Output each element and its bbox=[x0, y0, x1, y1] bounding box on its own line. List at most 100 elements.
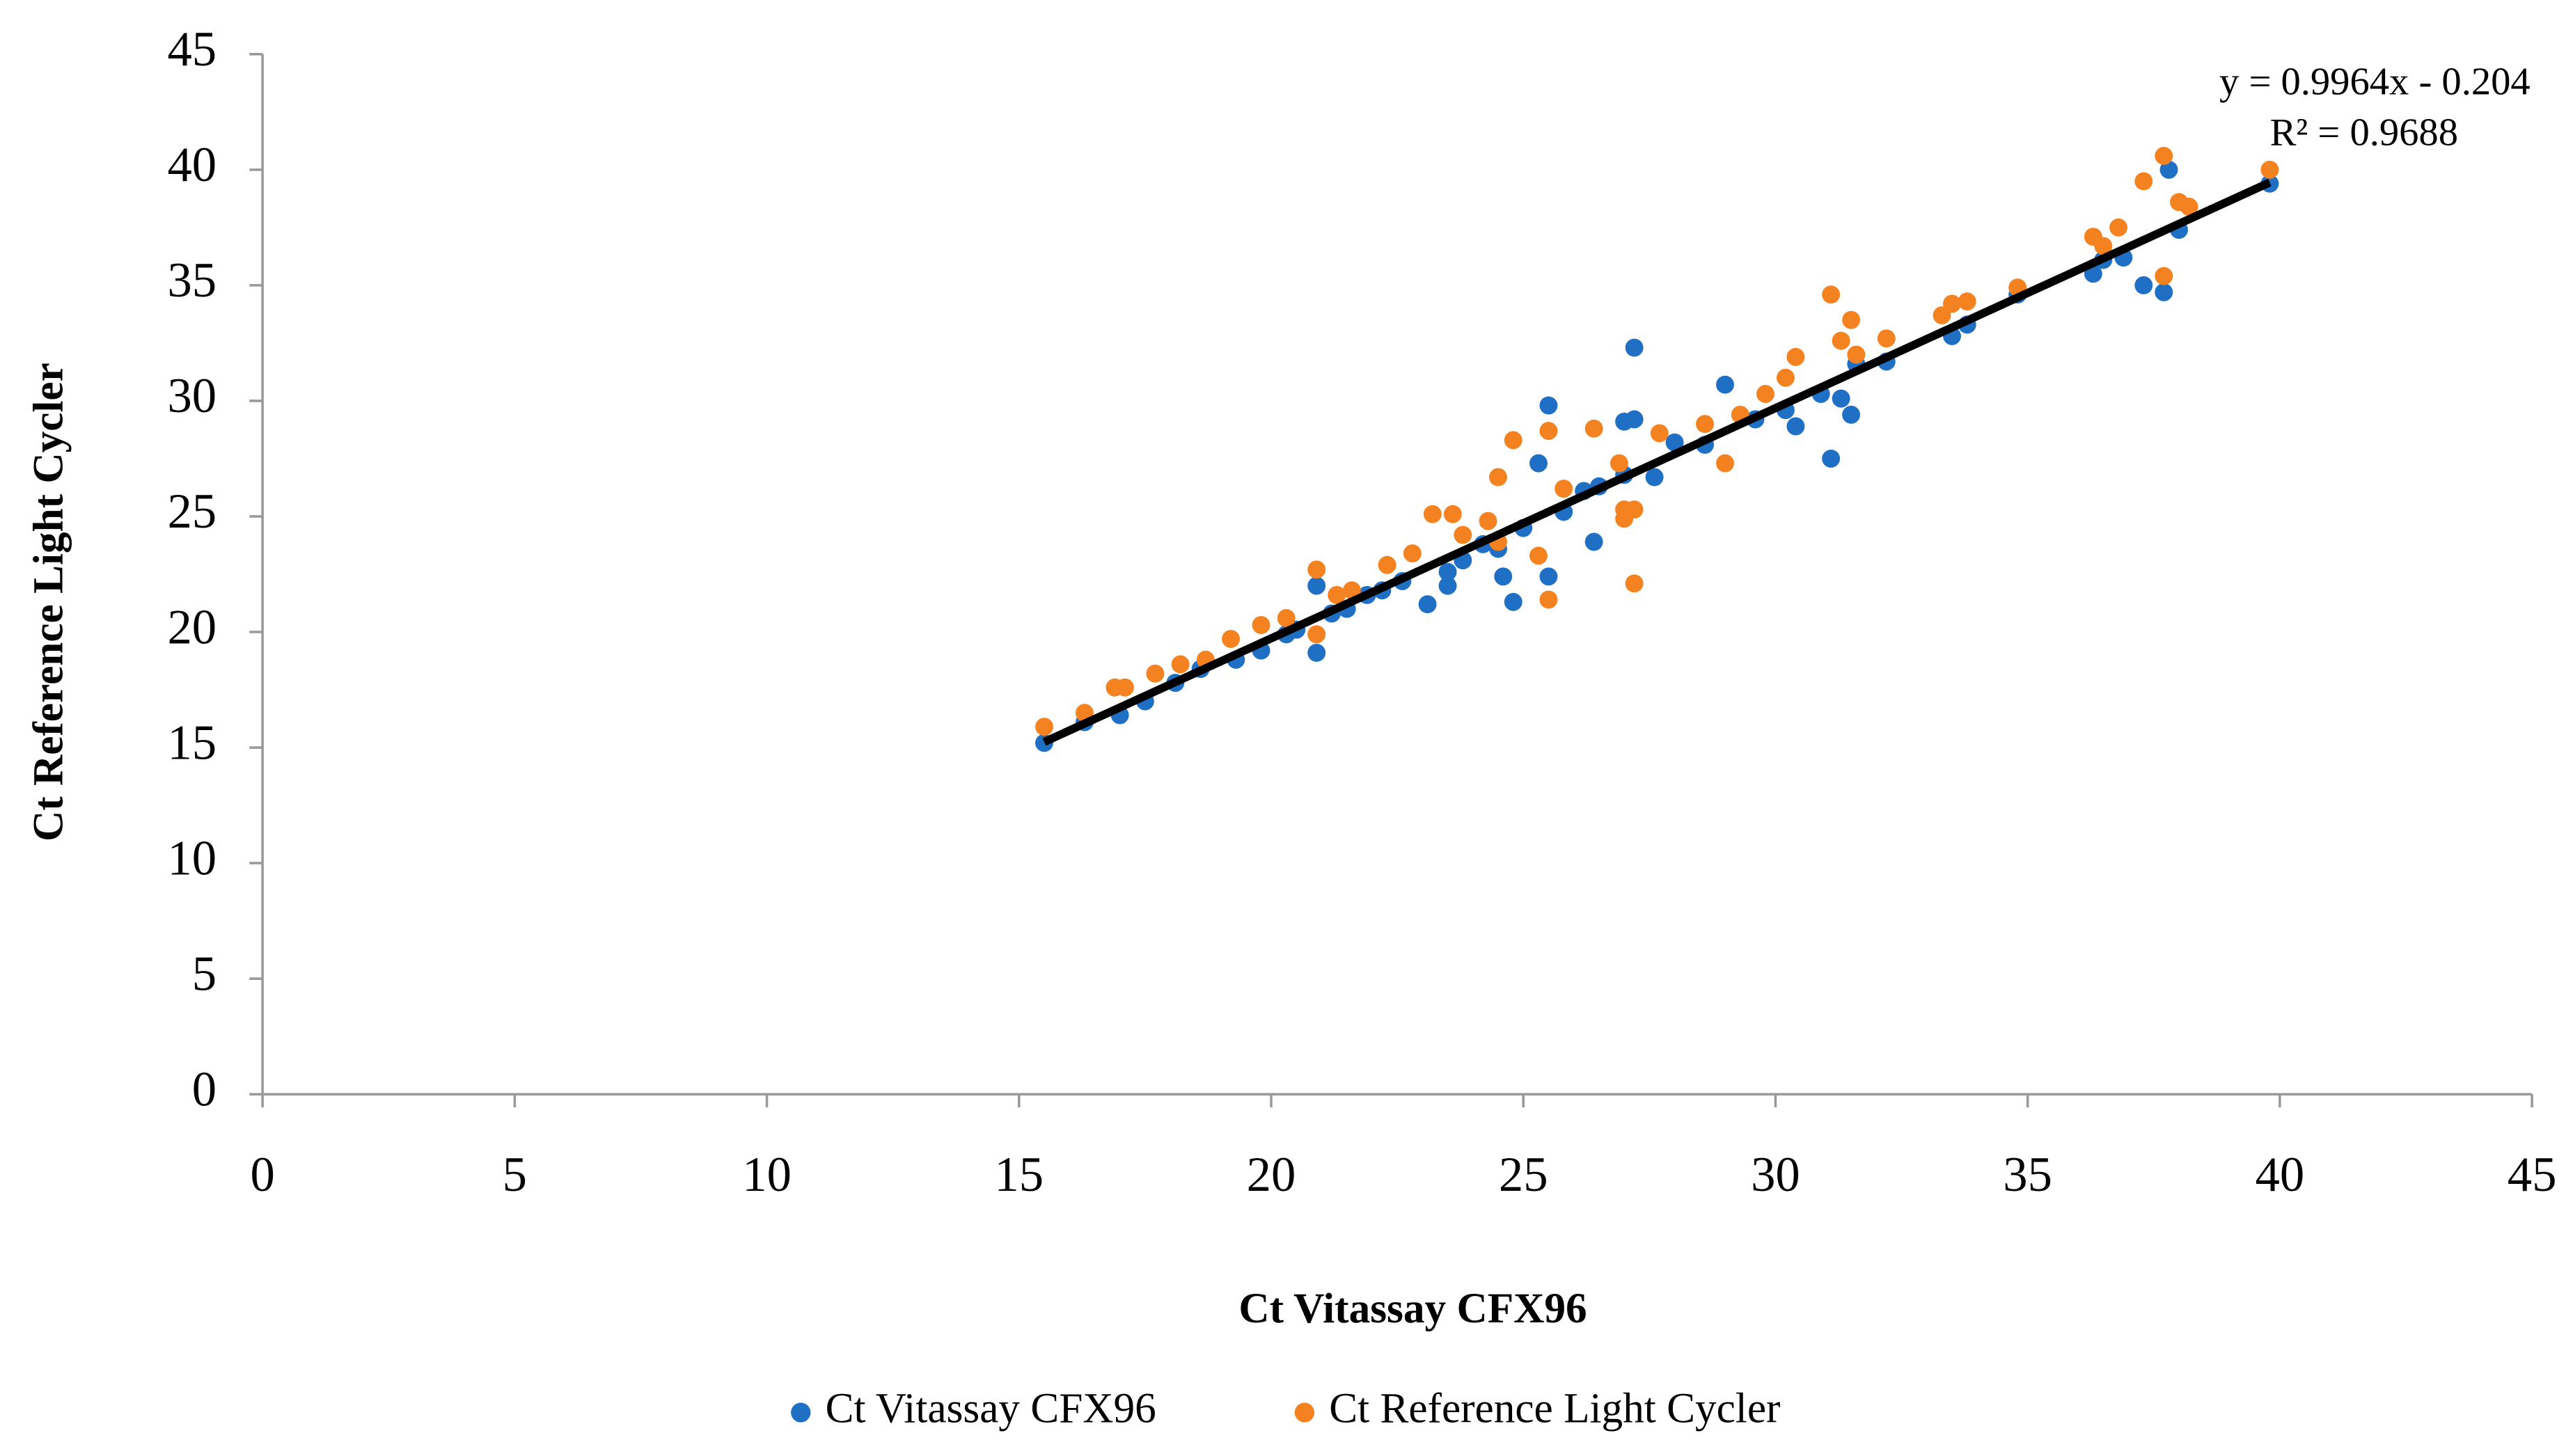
data-point bbox=[2094, 237, 2113, 255]
x-tick-label: 0 bbox=[250, 1148, 274, 1202]
data-point bbox=[2155, 283, 2173, 301]
data-point bbox=[1307, 560, 1326, 579]
y-tick-label: 35 bbox=[167, 253, 217, 308]
data-point bbox=[1832, 331, 1850, 350]
data-point bbox=[2155, 146, 2173, 165]
data-point bbox=[1328, 585, 1346, 604]
data-point bbox=[1665, 433, 1684, 452]
data-point bbox=[1423, 505, 1442, 523]
data-point bbox=[1786, 347, 1805, 366]
data-point bbox=[2180, 198, 2198, 216]
data-point bbox=[1625, 410, 1644, 429]
data-point bbox=[1171, 655, 1190, 674]
data-point bbox=[1716, 375, 1734, 394]
legend-label: Ct Vitassay CFX96 bbox=[826, 1385, 1156, 1432]
data-point bbox=[1504, 592, 1522, 611]
y-tick-label: 25 bbox=[167, 484, 217, 539]
data-point bbox=[1277, 609, 1296, 628]
data-point bbox=[2134, 276, 2153, 294]
data-point bbox=[1529, 454, 1548, 473]
x-tick-label: 5 bbox=[503, 1148, 527, 1202]
x-tick-label: 15 bbox=[994, 1148, 1044, 1202]
data-point bbox=[1776, 368, 1795, 387]
data-point bbox=[1877, 329, 1896, 348]
data-point bbox=[1555, 480, 1573, 498]
data-point bbox=[1842, 405, 1861, 424]
data-point bbox=[1625, 338, 1644, 357]
data-point bbox=[1625, 500, 1644, 519]
data-point bbox=[1115, 678, 1134, 697]
data-point bbox=[1696, 415, 1714, 434]
trendline bbox=[1042, 178, 2272, 746]
data-point bbox=[1539, 567, 1558, 586]
data-point bbox=[1943, 294, 1961, 313]
y-axis-title: Ct Reference Light Cycler bbox=[24, 363, 72, 841]
r-squared: R² = 0.9688 bbox=[2270, 111, 2458, 155]
data-point bbox=[1539, 590, 1558, 609]
data-point bbox=[1494, 567, 1513, 586]
data-point bbox=[1489, 468, 1507, 486]
y-tick-label: 30 bbox=[167, 369, 217, 423]
data-point bbox=[2159, 160, 2178, 179]
legend-marker bbox=[791, 1402, 811, 1423]
y-tick-label: 40 bbox=[167, 138, 217, 192]
data-point bbox=[1307, 576, 1326, 595]
data-point bbox=[1438, 576, 1457, 595]
data-point bbox=[1378, 555, 1396, 574]
y-tick-label: 0 bbox=[192, 1062, 217, 1116]
data-point bbox=[1645, 468, 1664, 486]
data-point bbox=[1222, 630, 1241, 648]
data-point bbox=[1842, 310, 1861, 329]
y-tick-label: 10 bbox=[167, 831, 217, 885]
y-tick-label: 15 bbox=[167, 715, 217, 770]
data-point bbox=[1307, 625, 1326, 644]
data-point bbox=[1822, 450, 1841, 468]
data-point bbox=[1504, 431, 1522, 450]
data-point bbox=[1716, 454, 1734, 473]
x-axis-title: Ct Vitassay CFX96 bbox=[1238, 1285, 1587, 1332]
data-point bbox=[1443, 505, 1462, 523]
data-point bbox=[1438, 562, 1457, 581]
x-tick-label: 25 bbox=[1499, 1148, 1548, 1202]
data-point bbox=[1539, 422, 1558, 441]
y-tick-label: 20 bbox=[167, 600, 217, 654]
data-point bbox=[1822, 285, 1841, 304]
data-point bbox=[1479, 512, 1497, 530]
data-point bbox=[1403, 544, 1422, 563]
x-tick-label: 30 bbox=[1751, 1148, 1800, 1202]
x-tick-label: 40 bbox=[2256, 1148, 2305, 1202]
data-point bbox=[1584, 532, 1603, 551]
data-point bbox=[1584, 419, 1603, 438]
data-point bbox=[1650, 424, 1669, 443]
legend-label: Ct Reference Light Cycler bbox=[1329, 1385, 1780, 1432]
data-point bbox=[1307, 643, 1326, 662]
data-point bbox=[1252, 616, 1270, 635]
data-point bbox=[1529, 546, 1548, 565]
x-tick-label: 35 bbox=[2003, 1148, 2052, 1202]
data-point bbox=[1418, 595, 1437, 614]
data-point bbox=[1786, 417, 1805, 436]
data-point bbox=[1832, 389, 1850, 408]
legend-marker bbox=[1294, 1402, 1315, 1423]
data-point bbox=[1146, 664, 1165, 683]
x-tick-label: 20 bbox=[1247, 1148, 1296, 1202]
trendline-equation: y = 0.9964x - 0.204 bbox=[2219, 61, 2531, 104]
data-point bbox=[1625, 574, 1644, 593]
data-point bbox=[1958, 292, 1976, 311]
data-point bbox=[1342, 581, 1361, 600]
y-tick-label: 45 bbox=[167, 22, 217, 77]
data-point bbox=[1454, 525, 1472, 544]
data-point bbox=[2109, 218, 2128, 237]
x-tick-label: 45 bbox=[2508, 1148, 2557, 1202]
y-tick-label: 5 bbox=[192, 947, 217, 1001]
data-point bbox=[1539, 396, 1558, 415]
data-point bbox=[1847, 345, 1866, 364]
data-point bbox=[2260, 160, 2279, 179]
data-point bbox=[1035, 718, 1053, 736]
data-point bbox=[1610, 454, 1628, 473]
data-point bbox=[1756, 385, 1775, 403]
data-point bbox=[2134, 172, 2153, 191]
data-point bbox=[2155, 267, 2173, 285]
